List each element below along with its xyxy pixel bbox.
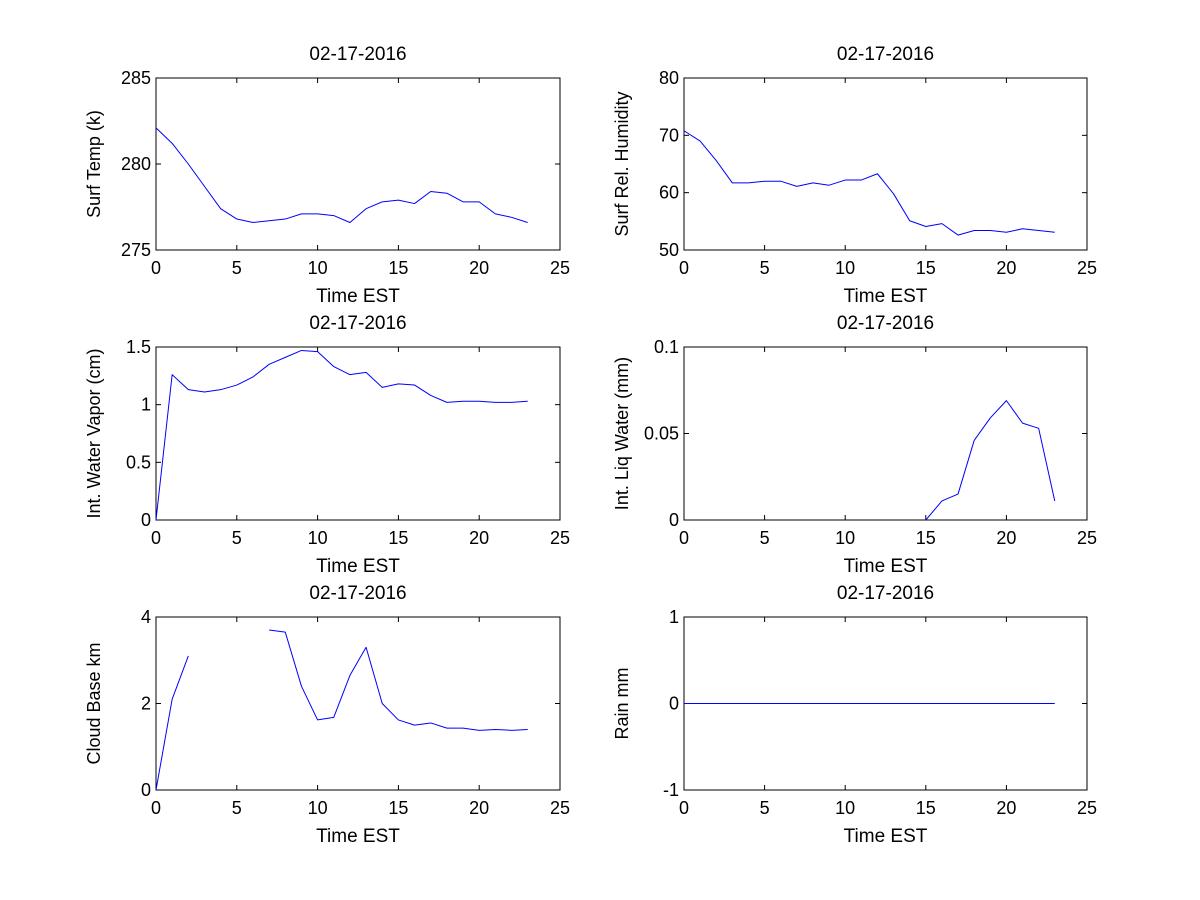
x-tick-label: 25 bbox=[550, 798, 570, 818]
subplot-title: 02-17-2016 bbox=[837, 313, 934, 334]
y-tick-label: 4 bbox=[141, 607, 151, 627]
y-tick-label: 285 bbox=[121, 68, 151, 88]
x-tick-label: 25 bbox=[1077, 798, 1097, 818]
y-tick-label: 0.05 bbox=[644, 424, 679, 444]
x-tick-label: 5 bbox=[232, 528, 242, 548]
x-tick-label: 0 bbox=[679, 528, 689, 548]
y-axis-label: Cloud Base km bbox=[84, 642, 104, 764]
x-tick-label: 15 bbox=[916, 798, 936, 818]
y-axis-label: Rain mm bbox=[612, 667, 632, 739]
x-tick-label: 15 bbox=[388, 528, 408, 548]
y-tick-label: 0 bbox=[669, 694, 679, 714]
y-tick-label: 60 bbox=[659, 183, 679, 203]
axes-frame bbox=[155, 346, 561, 521]
y-tick-label: 0 bbox=[141, 780, 151, 800]
subplot-surf-temp: 0 5 10 15 20 25 275 280 285 02-17-2016 Time EST Sur… bbox=[84, 44, 570, 307]
x-tick-label: 0 bbox=[679, 258, 689, 278]
axes-frame bbox=[155, 616, 561, 791]
x-tick-label: 15 bbox=[388, 798, 408, 818]
y-axis-label: Int. Water Vapor (cm) bbox=[84, 348, 104, 518]
y-tick-label: 275 bbox=[121, 240, 151, 260]
x-tick-label: 25 bbox=[550, 528, 570, 548]
subplot-title: 02-17-2016 bbox=[309, 583, 406, 604]
x-tick-label: 0 bbox=[679, 798, 689, 818]
x-axis-label: Time EST bbox=[316, 556, 400, 577]
x-tick-label: 0 bbox=[151, 528, 161, 548]
x-tick-label: 10 bbox=[308, 258, 328, 278]
x-axis-label: Time EST bbox=[316, 286, 400, 307]
x-tick-label: 10 bbox=[835, 798, 855, 818]
y-tick-label: 70 bbox=[659, 125, 679, 145]
x-tick-label: 25 bbox=[1077, 528, 1097, 548]
y-tick-label: 1 bbox=[669, 607, 679, 627]
x-tick-label: 5 bbox=[760, 528, 770, 548]
y-tick-label: 0 bbox=[141, 510, 151, 530]
x-tick-label: 0 bbox=[151, 798, 161, 818]
y-tick-label: 80 bbox=[659, 68, 679, 88]
y-tick-label: 50 bbox=[659, 240, 679, 260]
x-tick-label: 5 bbox=[232, 258, 242, 278]
axes-frame bbox=[155, 77, 561, 251]
x-tick-label: 10 bbox=[308, 798, 328, 818]
x-tick-label: 10 bbox=[308, 528, 328, 548]
y-tick-label: 280 bbox=[121, 154, 151, 174]
x-tick-label: 15 bbox=[916, 258, 936, 278]
x-axis-label: Time EST bbox=[844, 286, 928, 307]
x-tick-label: 20 bbox=[996, 528, 1016, 548]
y-axis-label: Surf Temp (k) bbox=[84, 110, 104, 218]
y-tick-label: 1.5 bbox=[126, 337, 151, 357]
x-tick-label: 20 bbox=[469, 258, 489, 278]
y-tick-label: 1 bbox=[141, 395, 151, 415]
x-tick-label: 5 bbox=[232, 798, 242, 818]
y-axis-label: Surf Rel. Humidity bbox=[612, 91, 632, 236]
x-tick-label: 5 bbox=[760, 258, 770, 278]
series-line bbox=[155, 655, 189, 791]
y-tick-label: -1 bbox=[663, 780, 679, 800]
x-axis-label: Time EST bbox=[844, 826, 928, 847]
x-tick-label: 20 bbox=[996, 798, 1016, 818]
x-axis-label: Time EST bbox=[316, 826, 400, 847]
x-tick-label: 0 bbox=[151, 258, 161, 278]
x-tick-label: 20 bbox=[996, 258, 1016, 278]
axes-frame bbox=[683, 77, 1088, 251]
x-tick-label: 20 bbox=[469, 528, 489, 548]
subplot-title: 02-17-2016 bbox=[309, 313, 406, 334]
series-line bbox=[155, 349, 528, 521]
x-tick-label: 15 bbox=[388, 258, 408, 278]
x-tick-label: 25 bbox=[550, 258, 570, 278]
x-tick-label: 10 bbox=[835, 528, 855, 548]
x-axis-label: Time EST bbox=[844, 556, 928, 577]
subplot-surf-rh: 0 5 10 15 20 25 50 60 70 80 02-17-2016 Time EST Surf… bbox=[612, 44, 1097, 307]
subplot-title: 02-17-2016 bbox=[837, 44, 934, 65]
x-tick-label: 15 bbox=[916, 528, 936, 548]
subplot-cloud-base: 0 5 10 15 20 25 0 2 4 02-17-2016 Time EST Cloud Bas… bbox=[84, 583, 570, 847]
series-line bbox=[925, 400, 1056, 521]
subplot-title: 02-17-2016 bbox=[309, 44, 406, 65]
x-tick-label: 25 bbox=[1077, 258, 1097, 278]
series-line bbox=[155, 127, 528, 223]
y-tick-label: 0.1 bbox=[654, 337, 679, 357]
axes-frame bbox=[683, 346, 1088, 521]
y-axis-label: Int. Liq Water (mm) bbox=[612, 357, 632, 510]
series-line bbox=[269, 629, 528, 731]
x-tick-label: 5 bbox=[760, 798, 770, 818]
subplot-int-liq-water: 0 5 10 15 20 25 0 0.05 0.1 02-17-2016 Time EST Int.… bbox=[612, 313, 1097, 577]
y-tick-label: 0.5 bbox=[126, 452, 151, 472]
subplot-int-water-vapor: 0 5 10 15 20 25 0 0.5 1 1.5 02-17-2016 Time EST Int.… bbox=[84, 313, 570, 577]
y-tick-label: 0 bbox=[669, 510, 679, 530]
x-tick-label: 20 bbox=[469, 798, 489, 818]
subplot-title: 02-17-2016 bbox=[837, 583, 934, 604]
x-tick-label: 10 bbox=[835, 258, 855, 278]
y-tick-label: 2 bbox=[141, 694, 151, 714]
series-line bbox=[683, 130, 1055, 236]
